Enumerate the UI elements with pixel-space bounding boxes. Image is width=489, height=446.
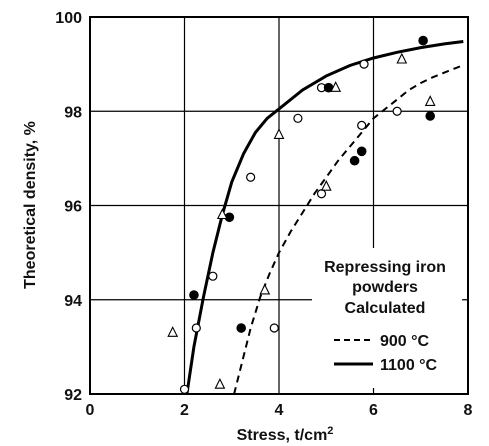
- x-axis-title-superscript: 2: [327, 425, 333, 437]
- legend-label-1100: 1100 °C: [380, 357, 438, 374]
- data-points: [167, 35, 436, 394]
- open-circle-point: [357, 120, 367, 130]
- y-tick-label-92: 92: [64, 387, 82, 404]
- open-circle-point: [179, 384, 190, 394]
- x-axis-title-text: Stress, t/cm: [237, 427, 328, 444]
- open-circle-point: [269, 323, 279, 333]
- open-triangle-point: [214, 377, 226, 389]
- filled-circle-point: [418, 35, 428, 46]
- legend-title-line-1: Repressing iron: [324, 259, 446, 276]
- open-triangle-point: [330, 81, 342, 92]
- y-tick-label-100: 100: [55, 10, 82, 27]
- y-tick-label-98: 98: [64, 104, 82, 121]
- legend: Repressing iron powders Calculated 900 °…: [312, 248, 462, 388]
- y-tick-label-94: 94: [64, 293, 82, 310]
- x-tick-label-0: 0: [86, 402, 95, 419]
- open-triangle-point: [424, 95, 436, 106]
- legend-title-line-3: Calculated: [345, 300, 426, 317]
- y-tick-label-96: 96: [64, 199, 82, 216]
- open-circle-point: [359, 59, 369, 69]
- filled-circle-point: [356, 146, 367, 157]
- open-circle-point: [316, 189, 327, 199]
- tick-labels: 0 2 4 6 8 92 94 96 98 100: [55, 10, 472, 419]
- legend-label-900: 900 °C: [380, 333, 430, 350]
- open-circle-point: [293, 113, 303, 123]
- open-triangle-point: [396, 52, 408, 64]
- filled-circle-point: [236, 323, 246, 333]
- curve-1100c: [185, 40, 464, 395]
- x-tick-label-4: 4: [275, 402, 284, 419]
- open-triangle-point: [320, 179, 332, 191]
- x-axis-title: Stress, t/cm2: [237, 425, 334, 444]
- open-triangle-point: [216, 208, 228, 220]
- open-triangle-point: [273, 128, 285, 139]
- open-circle-point: [392, 106, 402, 116]
- legend-title-line-2: powders: [352, 279, 418, 296]
- open-circle-point: [246, 172, 256, 182]
- x-tick-label-8: 8: [464, 402, 473, 419]
- x-tick-label-6: 6: [369, 402, 378, 419]
- open-triangle-point: [167, 326, 179, 337]
- x-tick-label-2: 2: [180, 402, 189, 419]
- filled-circle-point: [425, 111, 436, 121]
- y-axis-title: Theoretical density, %: [22, 121, 39, 289]
- filled-circle-point: [189, 290, 199, 300]
- filled-circle-point: [349, 155, 360, 166]
- open-triangle-point: [259, 283, 271, 295]
- open-circle-point: [208, 271, 218, 281]
- open-circle-point: [191, 323, 201, 333]
